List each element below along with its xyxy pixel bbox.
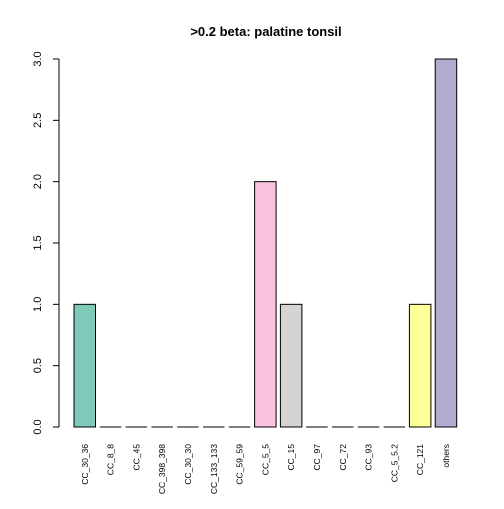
bar-cc-30-36 xyxy=(73,303,96,428)
x-tick-label: CC_121 xyxy=(415,444,425,475)
x-tick-label: CC_133_133 xyxy=(209,444,219,494)
y-tick-label: 1.0 xyxy=(32,297,44,312)
chart-title: >0.2 beta: palatine tonsil xyxy=(190,24,341,39)
x-tick-label: others xyxy=(441,444,451,468)
bar-cc-15 xyxy=(279,303,303,428)
x-tick-label: CC_97 xyxy=(312,444,322,471)
y-tick-label: 2.0 xyxy=(32,174,44,189)
x-axis-labels: CC_30_36 CC_8_8 CC_45 CC_398_398 CC_30_30 CC_… xyxy=(80,444,451,494)
y-tick-label: 0.0 xyxy=(32,419,44,434)
x-tick-label: CC_30_36 xyxy=(80,444,90,485)
x-tick-label: CC_5_5.2 xyxy=(389,444,399,483)
bar-others xyxy=(434,58,458,428)
x-tick-label: CC_8_8 xyxy=(106,444,116,475)
y-tick-label: 3.0 xyxy=(32,51,44,66)
y-tick-label: 2.5 xyxy=(32,113,44,128)
x-tick-label: CC_45 xyxy=(131,444,141,471)
y-tick-label: 0.5 xyxy=(32,358,44,373)
x-tick-label: CC_30_30 xyxy=(183,444,193,485)
y-axis: 0.0 0.5 1.0 1.5 2.0 2.5 3.0 xyxy=(32,51,60,435)
x-tick-label: CC_398_398 xyxy=(157,444,167,494)
bars xyxy=(73,58,458,428)
x-tick-label: CC_15 xyxy=(286,444,296,471)
x-tick-label: CC_93 xyxy=(364,444,374,471)
x-tick-label: CC_72 xyxy=(338,444,348,471)
bar-cc-5-5 xyxy=(254,181,277,428)
y-tick-label: 1.5 xyxy=(32,235,44,250)
x-tick-label: CC_5_5 xyxy=(260,444,270,475)
x-tick-label: CC_59_59 xyxy=(235,444,245,485)
bar-cc-121 xyxy=(408,303,432,428)
